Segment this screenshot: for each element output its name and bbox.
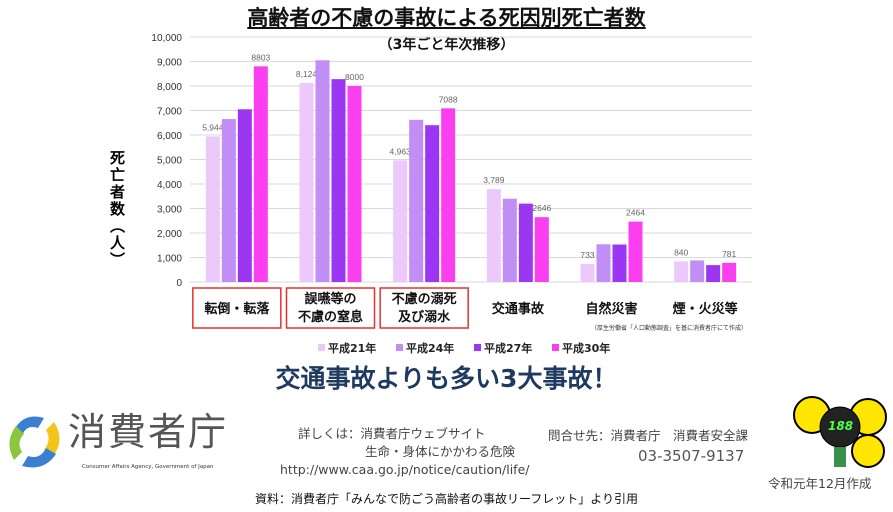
- y-tick-label: 4,000: [157, 180, 182, 191]
- data-label: 840: [674, 247, 688, 257]
- caa-logo-icon: [9, 416, 60, 468]
- y-axis-label: 死亡者数（人）: [108, 150, 126, 269]
- mascot-icon: [793, 396, 887, 468]
- citation: 資料：消費者庁「みんなで防ごう高齢者の事故リーフレット」より引用: [254, 492, 639, 506]
- bar: [486, 189, 501, 282]
- y-tick-label: 1,000: [157, 254, 182, 265]
- x-tick-label: 不慮の溺死: [392, 291, 457, 307]
- bar: [441, 108, 456, 283]
- data-label: 733: [580, 250, 594, 260]
- bar: [299, 82, 314, 282]
- details-line2: 生命・身体にかかわる危険: [365, 444, 516, 459]
- bar: [612, 244, 627, 282]
- x-tick-label: 交通事故: [492, 301, 545, 317]
- bar: [393, 160, 408, 282]
- data-label: 781: [722, 249, 736, 259]
- legend-label: 平成21年: [328, 341, 376, 355]
- highlight-box: [379, 287, 469, 329]
- y-tick-label: 5,000: [157, 156, 182, 167]
- legend-label: 平成30年: [562, 341, 610, 355]
- bar: [205, 136, 220, 282]
- bar: [628, 221, 643, 282]
- source-note: （厚生労働省「人口動態調査」を基に消費者庁にて作成）: [591, 324, 747, 332]
- bar-chart: 0 1,000 2,000 3,000 4,000 5,000 6,000 7,000 8,00…: [151, 33, 752, 355]
- highlight-box: [192, 287, 282, 329]
- bar: [690, 260, 705, 282]
- website-link[interactable]: http://www.caa.go.jp/notice/caution/life…: [280, 462, 530, 477]
- x-tick-label: 不慮の窒息: [298, 309, 363, 325]
- x-tick-label: 煙・火災等: [673, 301, 738, 317]
- x-tick-label: 自然災害: [585, 301, 637, 317]
- details-line1: 詳しくは：消費者庁ウェブサイト: [298, 426, 486, 441]
- data-label: 8803: [251, 52, 270, 62]
- legend-label: 平成24年: [406, 341, 454, 355]
- y-tick-label: 6,000: [157, 131, 182, 142]
- data-label: 4,963: [390, 146, 412, 156]
- chart-title: 高齢者の不慮の事故による死因別死亡者数: [247, 6, 646, 30]
- x-tick-label: 転倒・転落: [204, 301, 270, 317]
- logo-english: Consumer Affairs Agency, Government of J…: [82, 464, 214, 470]
- bar: [237, 109, 252, 283]
- data-label: 7088: [439, 94, 458, 104]
- mascot-number: 188: [828, 419, 854, 433]
- legend-label: 平成27年: [484, 341, 532, 355]
- bar: [534, 217, 549, 282]
- chart-subtitle: （3年ごと年次推移）: [378, 37, 515, 53]
- y-tick-label: 0: [176, 278, 182, 289]
- data-label: 5,944: [202, 122, 224, 132]
- bar: [674, 261, 689, 282]
- contact-line: 問合せ先：消費者庁 消費者安全課: [548, 428, 749, 443]
- legend-swatch: [318, 344, 325, 351]
- logo-text: 消費者庁: [68, 410, 229, 454]
- mascot: 188: [782, 393, 892, 473]
- y-tick-label: 8,000: [157, 82, 182, 93]
- bar: [518, 203, 533, 282]
- y-tick-label: 7,000: [157, 107, 182, 118]
- data-label: 8,124: [296, 69, 318, 79]
- data-label: 2646: [532, 203, 551, 213]
- bar: [253, 66, 268, 282]
- bar: [409, 119, 424, 282]
- bar: [331, 79, 346, 282]
- bar: [315, 60, 330, 283]
- headline: 交通事故よりも多い3大事故！: [275, 364, 618, 393]
- bar: [502, 198, 517, 282]
- x-tick-label: 及び溺水: [398, 309, 451, 325]
- bar: [347, 86, 362, 282]
- y-tick-label: 3,000: [157, 205, 182, 216]
- data-label: 8000: [345, 72, 364, 82]
- bar: [706, 265, 721, 282]
- highlight-box: [285, 287, 376, 329]
- bar: [596, 244, 611, 282]
- data-label: 3,789: [483, 175, 505, 185]
- legend-swatch: [396, 344, 403, 351]
- bar: [722, 262, 737, 282]
- contact-phone: 03-3507-9137: [638, 447, 745, 465]
- caa-logo: [4, 410, 66, 472]
- bar: [221, 119, 236, 282]
- legend-swatch: [474, 344, 481, 351]
- x-tick-label: 誤嚥等の: [304, 291, 356, 307]
- data-label: 2464: [626, 208, 645, 218]
- y-tick-label: 10,000: [151, 33, 182, 44]
- y-tick-label: 2,000: [157, 229, 182, 240]
- legend-swatch: [552, 344, 559, 351]
- bar: [425, 125, 440, 282]
- bar: [580, 264, 595, 282]
- y-tick-label: 9,000: [157, 58, 182, 69]
- created-date: 令和元年12月作成: [768, 476, 872, 491]
